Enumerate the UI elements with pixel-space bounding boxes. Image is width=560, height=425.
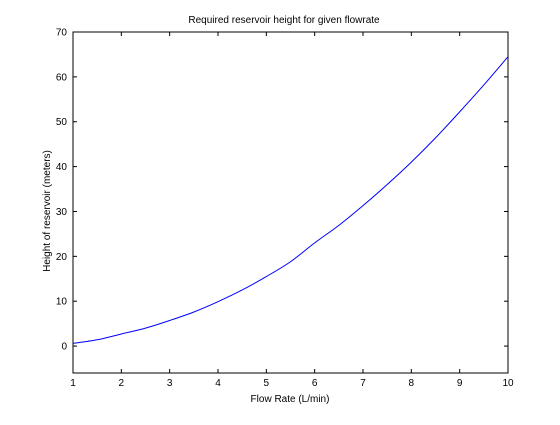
- y-axis-label: Height of reservoir (meters): [42, 150, 53, 272]
- chart-title: Required reservoir height for given flow…: [188, 15, 380, 26]
- y-tick-label: 30: [56, 207, 68, 218]
- x-tick-label: 9: [457, 378, 463, 389]
- x-tick-label: 1: [70, 378, 76, 389]
- x-tick-label: 8: [409, 378, 415, 389]
- x-tick-label: 2: [119, 378, 125, 389]
- x-tick-label: 3: [167, 378, 173, 389]
- x-tick-label: 7: [360, 378, 366, 389]
- x-tick-label: 5: [264, 378, 270, 389]
- series-line: [72, 56, 509, 344]
- x-axis-label: Flow Rate (L/min): [251, 394, 330, 405]
- y-tick-label: 60: [56, 72, 68, 83]
- y-tick-label: 10: [56, 297, 68, 308]
- y-tick-label: 50: [56, 117, 68, 128]
- y-tick-label: 70: [56, 28, 68, 39]
- x-tick-label: 10: [502, 378, 514, 389]
- x-tick-label: 4: [215, 378, 221, 389]
- plot-area: 1 2 3 4 5 6 7 8 9 10 0 10 20 30 40 50 60 70: [56, 28, 514, 390]
- y-tick-label: 40: [56, 162, 68, 173]
- x-tick-label: 6: [312, 378, 318, 389]
- plot-frame: [72, 31, 509, 374]
- y-tick-label: 0: [61, 342, 67, 353]
- y-tick-label: 20: [56, 252, 68, 263]
